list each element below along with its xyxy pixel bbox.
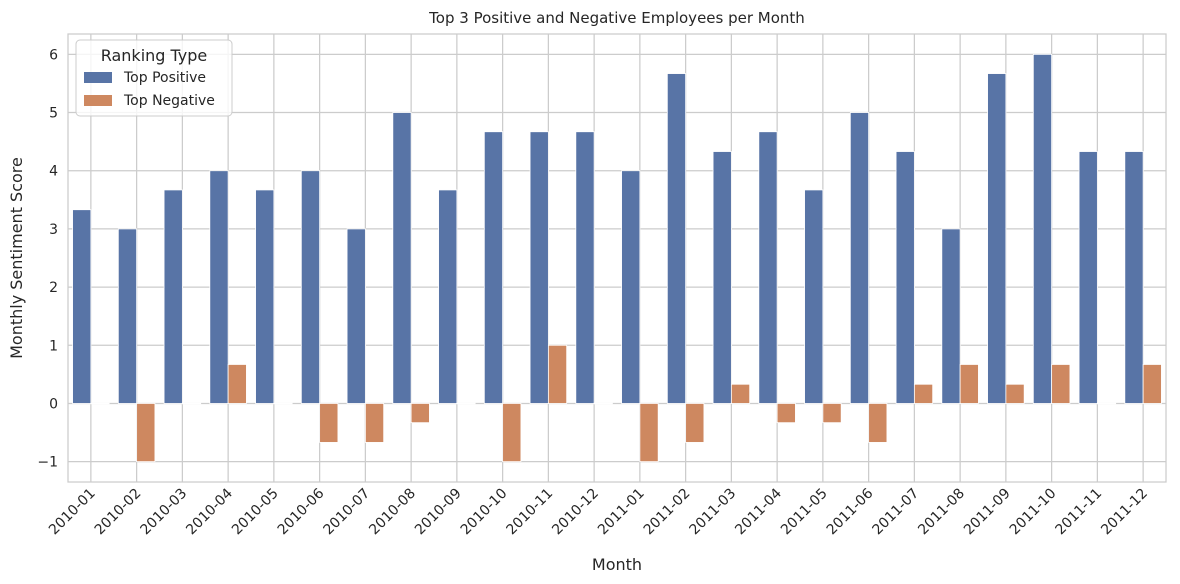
x-tick-label: 2010-11 — [504, 486, 557, 539]
bar-top-positive-2011-01 — [621, 170, 641, 404]
bar-top-negative-2011-05 — [822, 403, 842, 424]
x-tick-label: 2011-02 — [641, 486, 694, 539]
bar-top-negative-2010-11 — [547, 344, 568, 404]
bar-top-positive-2011-03 — [712, 151, 732, 404]
y-tick-label: −1 — [37, 455, 58, 471]
legend-label-top-positive: Top Positive — [123, 70, 206, 86]
bar-top-negative-2011-12 — [1142, 364, 1162, 404]
bar-top-negative-2011-03 — [730, 383, 751, 404]
legend-title: Ranking Type — [101, 46, 208, 65]
bar-top-positive-2010-09 — [438, 189, 458, 404]
x-tick-label: 2010-10 — [458, 486, 511, 539]
x-tick-label: 2010-07 — [321, 486, 374, 539]
y-tick-label: 3 — [49, 222, 58, 238]
y-tick-label: 2 — [49, 280, 58, 296]
legend-box — [75, 39, 233, 117]
bar-top-negative-2011-09 — [1005, 383, 1025, 404]
bar-top-positive-2010-11 — [529, 131, 549, 404]
bar-top-negative-2010-06 — [319, 403, 339, 443]
x-tick-label: 2011-09 — [961, 486, 1014, 539]
bar-top-positive-2010-04 — [209, 170, 229, 404]
bar-top-positive-2010-02 — [117, 228, 138, 404]
bar-top-negative-2010-01 — [90, 402, 110, 405]
bar-top-positive-2010-03 — [163, 189, 183, 404]
bar-top-positive-2010-12 — [575, 131, 595, 404]
bar-top-negative-2011-10 — [1051, 364, 1071, 404]
bar-top-negative-2010-02 — [136, 403, 156, 463]
x-tick-label: 2010-12 — [549, 486, 602, 539]
x-tick-label: 2010-08 — [366, 486, 419, 539]
y-tick-label: 4 — [49, 164, 58, 180]
bar-top-positive-2011-06 — [849, 112, 870, 404]
x-tick-label: 2011-08 — [915, 486, 968, 539]
bar-top-positive-2011-08 — [941, 228, 961, 404]
x-tick-label: 2010-03 — [138, 486, 191, 539]
y-tick-label: 1 — [49, 338, 58, 354]
bar-top-positive-2011-12 — [1124, 151, 1144, 404]
bar-top-negative-2010-07 — [364, 403, 385, 443]
x-tick-label: 2010-06 — [275, 485, 328, 538]
bar-top-negative-2010-03 — [181, 402, 202, 405]
bar-top-negative-2011-02 — [685, 403, 705, 443]
bar-top-positive-2010-08 — [392, 112, 412, 404]
legend-swatch-top-positive — [84, 72, 112, 83]
bar-top-negative-2011-07 — [913, 383, 934, 404]
legend-swatch-top-negative — [84, 95, 112, 106]
bar-top-negative-2011-04 — [776, 403, 796, 424]
x-tick-label: 2010-01 — [46, 486, 99, 539]
bar-top-negative-2010-09 — [456, 402, 476, 405]
bar-top-positive-2010-10 — [483, 131, 504, 404]
x-axis-label: Month — [592, 555, 642, 574]
legend-label-top-negative: Top Negative — [123, 93, 215, 109]
x-tick-label: 2010-05 — [229, 486, 282, 539]
x-tick-label: 2010-02 — [92, 486, 145, 539]
x-tick-label: 2010-09 — [412, 486, 465, 539]
bar-top-positive-2011-05 — [804, 189, 824, 404]
bar-top-negative-2010-10 — [502, 403, 522, 463]
bar-top-negative-2010-08 — [410, 403, 430, 424]
bar-top-positive-2010-01 — [72, 209, 92, 404]
legend: Ranking Type Top Positive Top Negative — [75, 39, 233, 117]
y-tick-label: 5 — [49, 106, 58, 122]
x-tick-label: 2011-06 — [824, 485, 877, 538]
bar-top-positive-2011-10 — [1032, 53, 1053, 404]
bar-top-negative-2011-11 — [1096, 402, 1117, 405]
y-tick-label: 0 — [49, 396, 58, 412]
x-tick-label: 2011-05 — [778, 486, 831, 539]
y-tick-label: 6 — [49, 47, 58, 63]
bar-top-positive-2011-07 — [895, 151, 915, 404]
bar-top-positive-2011-02 — [666, 73, 687, 404]
bar-top-positive-2011-09 — [987, 73, 1007, 404]
bar-top-negative-2011-08 — [959, 364, 979, 404]
bar-top-positive-2011-11 — [1078, 151, 1098, 404]
bar-top-positive-2010-07 — [346, 228, 366, 404]
bars — [72, 53, 1162, 463]
bar-top-negative-2011-01 — [639, 403, 659, 463]
bar-top-negative-2010-05 — [273, 402, 293, 405]
y-axis-label: Monthly Sentiment Score — [7, 157, 26, 359]
y-tick-labels: −1 0 1 2 3 4 5 6 — [37, 47, 58, 470]
bar-top-positive-2010-06 — [300, 170, 321, 404]
x-tick-label: 2011-01 — [595, 486, 648, 539]
x-tick-labels: 2010-012010-022010-032010-042010-052010-… — [46, 485, 1151, 538]
bar-top-positive-2010-05 — [255, 189, 275, 404]
x-tick-label: 2011-10 — [1007, 486, 1060, 539]
bar-top-negative-2011-06 — [868, 403, 888, 443]
x-tick-label: 2011-07 — [870, 486, 923, 539]
bar-top-negative-2010-12 — [593, 402, 613, 405]
bar-top-negative-2010-04 — [227, 364, 247, 404]
x-tick-label: 2011-03 — [687, 486, 740, 539]
x-tick-label: 2011-04 — [732, 485, 785, 538]
plot-frame — [67, 33, 1167, 483]
chart-title: Top 3 Positive and Negative Employees pe… — [428, 9, 805, 27]
bar-top-positive-2011-04 — [758, 131, 778, 404]
x-tick-label: 2011-12 — [1098, 486, 1151, 539]
x-tick-label: 2010-04 — [183, 485, 236, 538]
x-tick-label: 2011-11 — [1053, 486, 1106, 539]
